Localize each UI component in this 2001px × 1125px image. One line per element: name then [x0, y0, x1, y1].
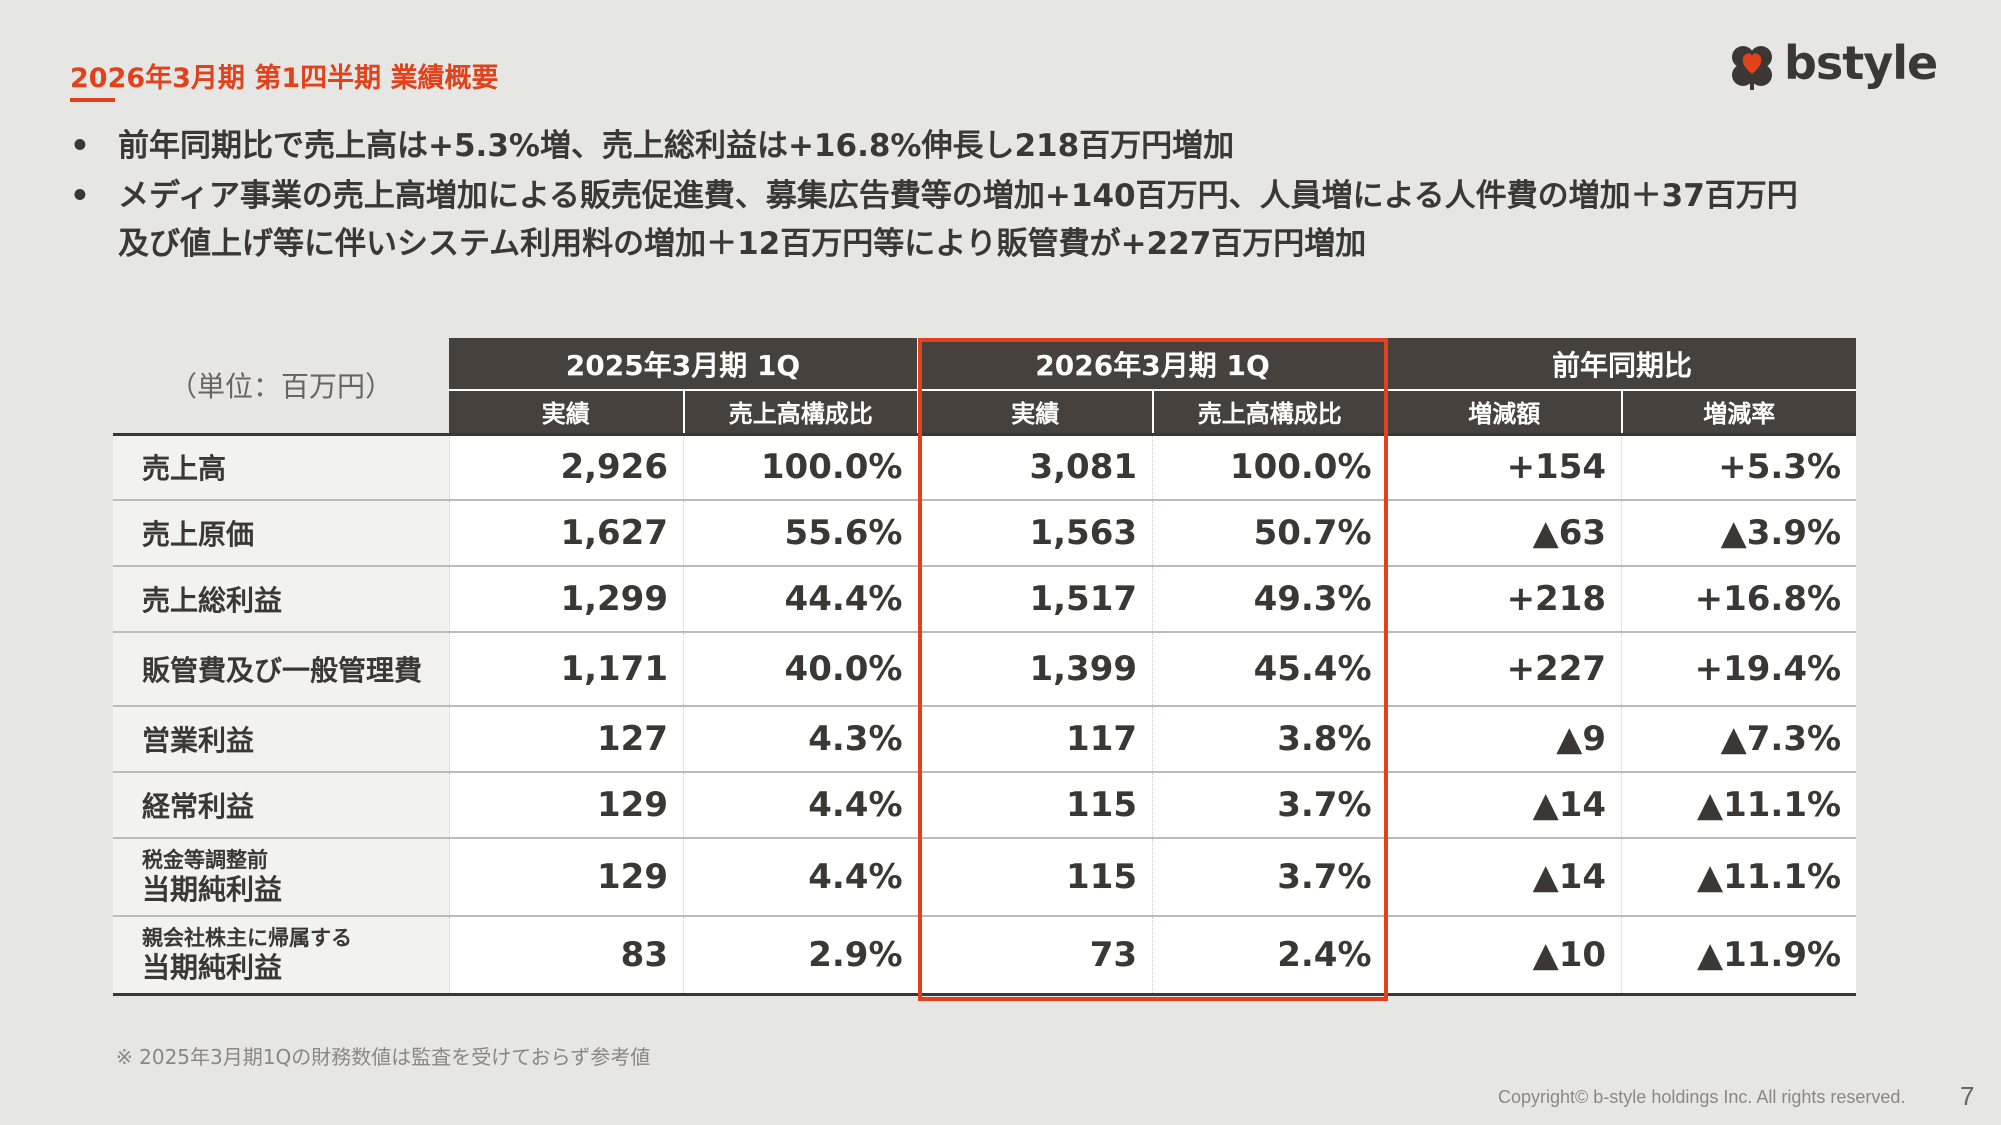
sub-header: 増減率: [1621, 389, 1857, 436]
table-row: 営業利益 127 4.3% 117 3.8% ▲9 ▲7.3%: [113, 706, 1857, 773]
table-cell: 3.8%: [1152, 706, 1388, 773]
bullet-text: 前年同期比で売上高は+5.3%増、売上総利益は+16.8%伸長し218百万円増加: [118, 128, 1235, 164]
bullet-text: 及び値上げ等に伴いシステム利用料の増加＋12百万円等により販管費が+227百万円…: [118, 226, 1367, 262]
table-cell: ▲9: [1386, 706, 1622, 773]
table-cell: 1,299: [448, 566, 684, 633]
table-cell: 44.4%: [683, 566, 919, 633]
table-cell: 3.7%: [1152, 838, 1388, 917]
row-label: 売上総利益: [113, 566, 449, 633]
table-cell: +16.8%: [1621, 566, 1857, 633]
table-cell: ▲11.1%: [1621, 772, 1857, 839]
page-title: 2026年3月期 第1四半期 業績概要: [70, 63, 499, 94]
sub-header: 実績: [449, 389, 685, 436]
row-label-big: 当期純利益: [142, 873, 283, 906]
table-cell: ▲14: [1386, 772, 1622, 839]
table-cell: 100.0%: [683, 434, 919, 501]
sub-header: 売上高構成比: [683, 389, 920, 436]
row-label: 税金等調整前 当期純利益: [113, 838, 449, 917]
table-row: 販管費及び一般管理費 1,171 40.0% 1,399 45.4% +227 …: [113, 632, 1857, 707]
logo-text: bstyle: [1784, 36, 1938, 90]
row-label: 売上原価: [113, 500, 449, 567]
table-cell: 127: [448, 706, 684, 773]
table-cell: 100.0%: [1152, 434, 1388, 501]
table-cell: +19.4%: [1621, 632, 1857, 707]
table-cell: 3.7%: [1152, 772, 1388, 839]
table-cell: +227: [1386, 632, 1622, 707]
footnote: ※ 2025年3月期1Qの財務数値は監査を受けておらず参考値: [116, 1045, 651, 1069]
table-cell: 45.4%: [1152, 632, 1388, 707]
table-cell: 73: [917, 916, 1153, 996]
row-label: 経常利益: [113, 772, 449, 839]
table-cell: ▲63: [1386, 500, 1622, 567]
bullet-dot: •: [70, 128, 90, 164]
summary-bullets: • 前年同期比で売上高は+5.3%増、売上総利益は+16.8%伸長し218百万円…: [70, 122, 1950, 268]
table-row: 税金等調整前 当期純利益 129 4.4% 115 3.7% ▲14 ▲11.1…: [113, 838, 1857, 917]
row-label: 売上高: [113, 434, 449, 501]
bullet-item: • メディア事業の売上高増加による販売促進費、募集広告費等の増加+140百万円、…: [70, 172, 1950, 268]
group-header-current-year: 2026年3月期 1Q: [918, 338, 1389, 390]
bullet-text: メディア事業の売上高増加による販売促進費、募集広告費等の増加+140百万円、人員…: [118, 178, 1798, 214]
table-row: 売上高 2,926 100.0% 3,081 100.0% +154 +5.3%: [113, 434, 1857, 501]
table-cell: 4.4%: [683, 772, 919, 839]
table-row: 売上総利益 1,299 44.4% 1,517 49.3% +218 +16.8…: [113, 566, 1857, 633]
table-cell: 2.4%: [1152, 916, 1388, 996]
table-cell: +5.3%: [1621, 434, 1857, 501]
table-cell: 129: [448, 772, 684, 839]
row-label-big: 当期純利益: [142, 950, 283, 984]
table-cell: 1,563: [917, 500, 1153, 567]
table-cell: 1,399: [917, 632, 1153, 707]
financial-summary-table: （単位：百万円） 2025年3月期 1Q 2026年3月期 1Q 前年同期比 実…: [113, 338, 1857, 996]
table-cell: ▲11.1%: [1621, 838, 1857, 917]
sub-header: 増減額: [1387, 389, 1623, 436]
table-cell: 50.7%: [1152, 500, 1388, 567]
table-cell: ▲7.3%: [1621, 706, 1857, 773]
row-label-small: 税金等調整前: [142, 848, 268, 872]
table-cell: 4.3%: [683, 706, 919, 773]
table-cell: +154: [1386, 434, 1622, 501]
table-cell: ▲11.9%: [1621, 916, 1857, 996]
table-cell: 3,081: [917, 434, 1153, 501]
table-cell: 1,171: [448, 632, 684, 707]
table-cell: 2.9%: [683, 916, 919, 996]
row-label: 親会社株主に帰属する 当期純利益: [113, 916, 449, 996]
company-logo: bstyle: [1726, 36, 1938, 96]
table-cell: 83: [448, 916, 684, 996]
table-row: 売上原価 1,627 55.6% 1,563 50.7% ▲63 ▲3.9%: [113, 500, 1857, 567]
unit-label: （単位：百万円）: [113, 338, 449, 436]
row-label-small: 親会社株主に帰属する: [142, 925, 352, 950]
table-cell: 55.6%: [683, 500, 919, 567]
table-cell: 4.4%: [683, 838, 919, 917]
row-label: 販管費及び一般管理費: [113, 632, 449, 707]
row-label: 営業利益: [113, 706, 449, 773]
table-cell: 40.0%: [683, 632, 919, 707]
copyright: Copyright© b-style holdings Inc. All rig…: [1498, 1087, 1906, 1107]
title-underline: [70, 98, 115, 102]
sub-header: 売上高構成比: [1152, 389, 1389, 436]
bullet-item: • 前年同期比で売上高は+5.3%増、売上総利益は+16.8%伸長し218百万円…: [70, 122, 1950, 170]
table-cell: 117: [917, 706, 1153, 773]
group-header-prior-year: 2025年3月期 1Q: [449, 338, 920, 390]
table-cell: +218: [1386, 566, 1622, 633]
table-cell: 1,627: [448, 500, 684, 567]
clover-heart-icon: [1732, 46, 1772, 90]
page-number: 7: [1960, 1081, 1975, 1111]
bullet-dot: •: [70, 178, 90, 214]
table-cell: 49.3%: [1152, 566, 1388, 633]
table-cell: 2,926: [448, 434, 684, 501]
group-header-yoy: 前年同期比: [1387, 338, 1857, 390]
table-cell: ▲10: [1386, 916, 1622, 996]
table-cell: 115: [917, 772, 1153, 839]
table-row: 親会社株主に帰属する 当期純利益 83 2.9% 73 2.4% ▲10 ▲11…: [113, 916, 1857, 996]
table-cell: ▲14: [1386, 838, 1622, 917]
table-cell: 129: [448, 838, 684, 917]
sub-header: 実績: [918, 389, 1154, 436]
table-cell: 1,517: [917, 566, 1153, 633]
table-cell: 115: [917, 838, 1153, 917]
table-row: 経常利益 129 4.4% 115 3.7% ▲14 ▲11.1%: [113, 772, 1857, 839]
table-cell: ▲3.9%: [1621, 500, 1857, 567]
